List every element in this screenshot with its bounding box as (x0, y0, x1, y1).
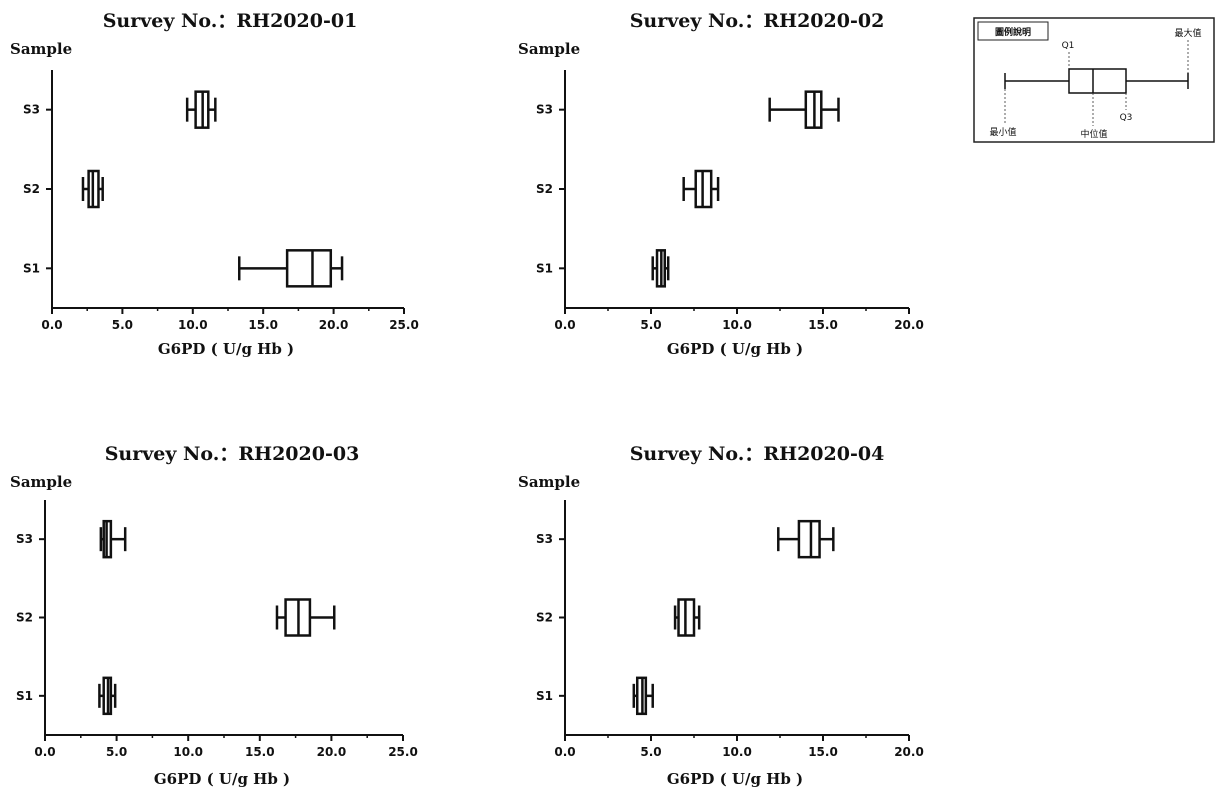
legend-label-max: 最大值 (1174, 27, 1201, 39)
legend-label-median: 中位值 (1080, 128, 1107, 140)
x-tick-label: 15.0 (808, 745, 838, 759)
y-axis-label: Sample (10, 473, 72, 491)
y-tick-label: S2 (23, 182, 40, 196)
x-axis-label: G6PD ( U/g Hb ) (667, 340, 803, 358)
x-tick-label: 5.0 (106, 745, 127, 759)
y-tick-label: S3 (23, 103, 40, 117)
y-tick-label: S1 (23, 261, 40, 275)
chart-title: Survey No.：RH2020-04 (630, 443, 885, 465)
y-axis-label: Sample (518, 40, 580, 58)
x-tick-label: 10.0 (722, 745, 752, 759)
chart-title: Survey No.：RH2020-03 (105, 443, 360, 465)
x-tick-label: 20.0 (317, 745, 347, 759)
box-s1 (238, 249, 344, 288)
y-axis-label: Sample (10, 40, 72, 58)
box-iqr (285, 249, 333, 288)
x-tick-label: 25.0 (389, 318, 419, 332)
chart-panel-4: Survey No.：RH2020-04 Sample G6PD ( U/g Hb … (518, 443, 924, 788)
x-tick-label: 0.0 (34, 745, 55, 759)
y-tick-label: S3 (16, 532, 33, 546)
chart-panel-2: Survey No.：RH2020-02 Sample G6PD ( U/g Hb … (518, 10, 924, 358)
box-s1 (651, 249, 670, 288)
x-tick-label: 5.0 (640, 318, 661, 332)
chart-panel-3: Survey No.：RH2020-03 Sample G6PD ( U/g Hb … (10, 443, 418, 788)
x-tick-label: 5.0 (112, 318, 133, 332)
legend-box (1068, 68, 1127, 94)
y-tick-label: S2 (536, 611, 553, 625)
x-tick-label: 10.0 (173, 745, 203, 759)
box-s2 (673, 598, 701, 637)
x-tick-label: 5.0 (640, 745, 661, 759)
y-tick-label: S2 (536, 182, 553, 196)
box-s2 (682, 169, 720, 209)
y-tick-label: S1 (536, 261, 553, 275)
legend-label-q1: Q1 (1062, 41, 1075, 51)
y-tick-label: S3 (536, 532, 553, 546)
x-axis-label: G6PD ( U/g Hb ) (158, 340, 294, 358)
y-tick-label: S2 (16, 611, 33, 625)
chart-panel-1: Survey No.：RH2020-01 Sample G6PD ( U/g Hb … (10, 10, 419, 358)
y-axis-label: Sample (518, 473, 580, 491)
x-tick-label: 25.0 (388, 745, 418, 759)
x-tick-label: 20.0 (894, 745, 924, 759)
x-tick-label: 20.0 (319, 318, 349, 332)
box-s3 (99, 519, 127, 559)
x-axis-label: G6PD ( U/g Hb ) (667, 770, 803, 788)
x-tick-label: 20.0 (894, 318, 924, 332)
x-tick-label: 10.0 (178, 318, 208, 332)
x-tick-label: 15.0 (245, 745, 275, 759)
box-s2 (275, 598, 336, 637)
legend-label-q3: Q3 (1120, 113, 1133, 123)
y-tick-label: S1 (536, 689, 553, 703)
x-tick-label: 10.0 (722, 318, 752, 332)
box-iqr (797, 519, 821, 559)
x-tick-label: 0.0 (554, 745, 575, 759)
box-s3 (185, 90, 217, 129)
box-s1 (98, 676, 117, 716)
y-tick-label: S3 (536, 103, 553, 117)
x-axis-label: G6PD ( U/g Hb ) (154, 770, 290, 788)
legend-title: 圖例說明 (995, 26, 1031, 38)
x-tick-label: 0.0 (41, 318, 62, 332)
chart-title: Survey No.：RH2020-02 (630, 10, 885, 32)
x-tick-label: 0.0 (554, 318, 575, 332)
box-s3 (777, 519, 835, 559)
x-tick-label: 15.0 (808, 318, 838, 332)
box-s3 (768, 90, 840, 129)
box-s2 (81, 169, 104, 209)
box-s1 (632, 676, 654, 716)
chart-title: Survey No.：RH2020-01 (103, 10, 358, 32)
y-tick-label: S1 (16, 689, 33, 703)
legend-label-min: 最小值 (989, 126, 1016, 138)
x-tick-label: 15.0 (248, 318, 278, 332)
legend-title-box (977, 21, 1049, 41)
